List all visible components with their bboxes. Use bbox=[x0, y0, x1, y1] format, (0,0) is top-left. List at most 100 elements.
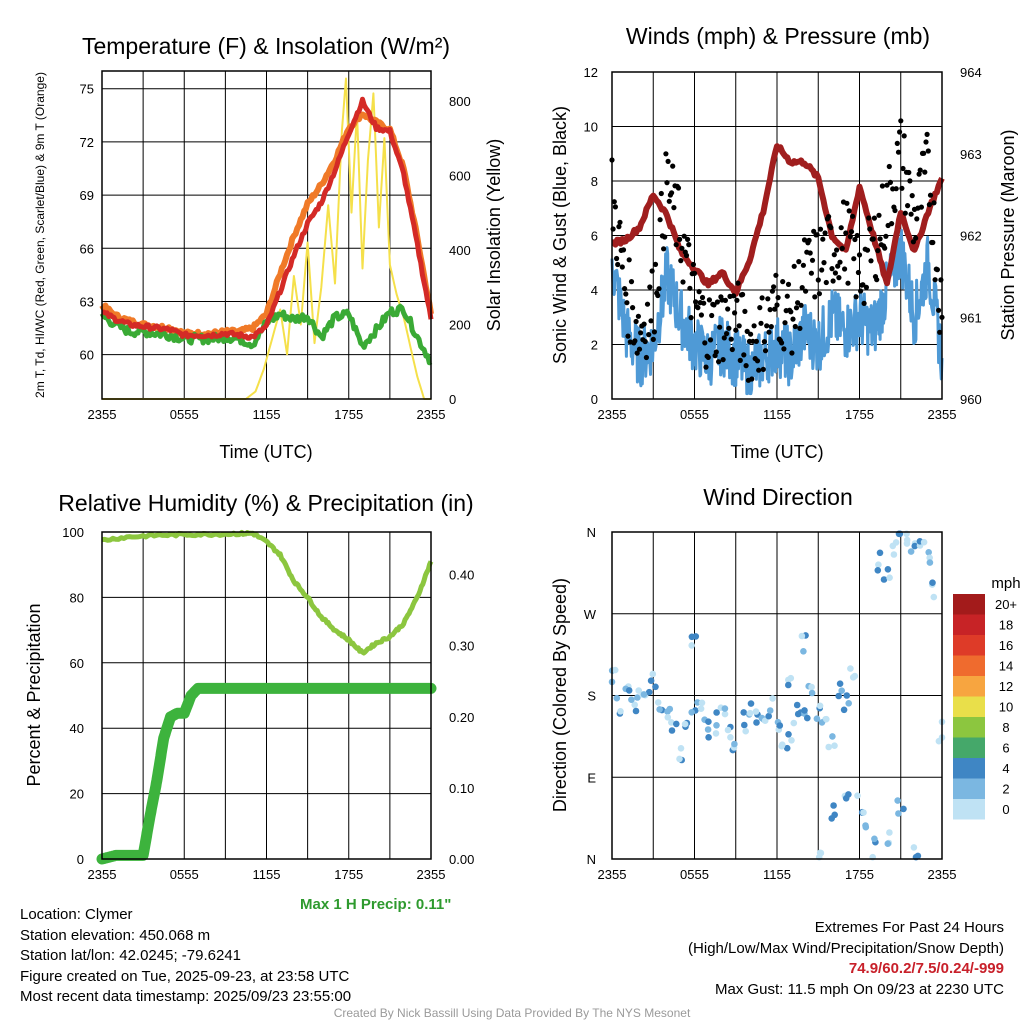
gust-point bbox=[816, 291, 823, 297]
gust-point bbox=[845, 280, 851, 286]
gust-point bbox=[864, 247, 871, 253]
gust-point bbox=[699, 294, 706, 301]
direction-point bbox=[681, 720, 689, 728]
gust-point bbox=[930, 239, 936, 246]
gust-point bbox=[665, 158, 671, 164]
gust-point bbox=[756, 367, 762, 373]
x-tick-label: 2355 bbox=[417, 407, 446, 422]
gust-point bbox=[663, 151, 669, 157]
gust-point bbox=[735, 280, 741, 286]
gust-point bbox=[871, 215, 878, 221]
series-precipitation bbox=[96, 682, 437, 865]
direction-point bbox=[860, 809, 867, 816]
gust-point bbox=[901, 133, 907, 139]
legend-label: 10 bbox=[999, 700, 1013, 715]
gust-point bbox=[751, 323, 757, 329]
y2-tick-label: 0.00 bbox=[449, 852, 474, 867]
direction-point bbox=[849, 674, 857, 681]
gust-point bbox=[632, 338, 638, 344]
humidity-title: Relative Humidity (%) & Precipitation (i… bbox=[58, 490, 473, 516]
gust-point bbox=[830, 278, 836, 284]
direction-point bbox=[854, 792, 861, 799]
direction-point bbox=[900, 805, 907, 813]
gust-point bbox=[812, 294, 818, 300]
max-precip-note: Max 1 H Precip: 0.11" bbox=[300, 896, 452, 913]
direction-point bbox=[930, 593, 938, 601]
gust-point bbox=[675, 185, 682, 191]
gust-point bbox=[900, 165, 906, 172]
x-tick-label: 1155 bbox=[253, 867, 281, 882]
y2-tick-label: 960 bbox=[960, 392, 982, 407]
direction-title: Wind Direction bbox=[703, 484, 853, 510]
gust-point bbox=[742, 308, 748, 314]
gust-point bbox=[628, 279, 635, 285]
gust-point bbox=[722, 297, 729, 303]
direction-point bbox=[713, 709, 720, 716]
gust-point bbox=[743, 363, 749, 369]
gust-point bbox=[846, 208, 852, 214]
gust-point bbox=[650, 336, 656, 342]
gust-point bbox=[679, 245, 685, 251]
gust-point bbox=[844, 200, 850, 206]
gust-point bbox=[879, 183, 886, 189]
direction-point bbox=[647, 677, 655, 684]
gust-point bbox=[716, 359, 722, 365]
x-tick-label: 1755 bbox=[334, 867, 363, 882]
y-tick-label: 72 bbox=[80, 135, 94, 150]
extremes-subheading: (High/Low/Max Wind/Precipitation/Snow De… bbox=[688, 939, 1004, 957]
y2-tick-label: 0.20 bbox=[449, 710, 474, 725]
gust-point bbox=[902, 210, 908, 216]
direction-point bbox=[910, 844, 918, 851]
gust-point bbox=[894, 140, 900, 146]
direction-panel: Wind Direction 2355 0555 1155 1755 2355NESWN… bbox=[550, 484, 1021, 882]
gust-point bbox=[814, 232, 820, 238]
gust-point bbox=[749, 376, 755, 382]
gust-point bbox=[798, 302, 804, 308]
gust-point bbox=[860, 282, 866, 288]
direction-point bbox=[838, 687, 845, 694]
gust-point bbox=[780, 279, 786, 285]
legend-unit: mph bbox=[991, 575, 1020, 592]
gust-point bbox=[760, 366, 766, 372]
gust-point bbox=[913, 235, 919, 241]
x-tick-label: 1155 bbox=[763, 407, 791, 422]
gust-point bbox=[868, 258, 874, 264]
gust-point bbox=[839, 245, 845, 251]
direction-point bbox=[611, 666, 619, 674]
direction-point bbox=[713, 722, 720, 729]
gust-point bbox=[685, 236, 691, 242]
gust-point bbox=[822, 230, 828, 236]
gust-point bbox=[854, 232, 860, 239]
legend-label: 6 bbox=[1002, 741, 1009, 756]
x-tick-label: 2355 bbox=[928, 867, 957, 882]
temperature-ylabel: 2m T, Td, HI/WC (Red, Green, Scarlet/Blu… bbox=[33, 72, 47, 398]
gust-point bbox=[866, 215, 872, 221]
temperature-panel: Temperature (F) & Insolation (W/m²) 2355… bbox=[33, 33, 504, 462]
direction-point bbox=[926, 559, 934, 566]
gust-point bbox=[917, 167, 923, 173]
winds-xlabel: Time (UTC) bbox=[730, 442, 823, 462]
winds-title: Winds (mph) & Pressure (mb) bbox=[626, 23, 930, 49]
direction-point bbox=[705, 734, 712, 741]
gust-point bbox=[626, 257, 632, 263]
direction-point bbox=[688, 709, 695, 716]
gust-point bbox=[617, 219, 623, 225]
series-2m-t bbox=[101, 96, 434, 341]
gust-point bbox=[817, 226, 824, 232]
gust-point bbox=[724, 331, 730, 337]
gust-point bbox=[779, 340, 785, 346]
gust-point bbox=[666, 198, 672, 204]
gust-point bbox=[766, 329, 772, 335]
y2-tick-label: 400 bbox=[449, 243, 471, 258]
gust-point bbox=[918, 204, 925, 210]
pressure-ylabel: Station Pressure (Maroon) bbox=[998, 129, 1018, 340]
direction-point bbox=[705, 718, 712, 725]
gust-point bbox=[765, 296, 771, 302]
legend-swatch bbox=[953, 655, 985, 676]
direction-point bbox=[697, 705, 705, 712]
gust-point bbox=[649, 268, 655, 274]
series-solar-insolation bbox=[102, 77, 431, 400]
humidity-panel: Relative Humidity (%) & Precipitation (i… bbox=[24, 490, 474, 882]
gust-point bbox=[823, 279, 829, 286]
gust-point bbox=[634, 350, 640, 356]
